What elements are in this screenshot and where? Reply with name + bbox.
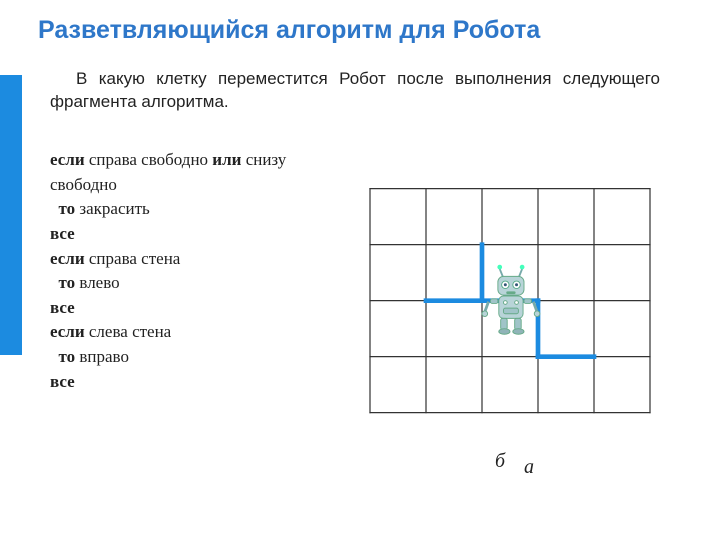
algo-line-6: все — [50, 296, 350, 321]
kw-then: то — [59, 199, 76, 218]
algo-line-9: все — [50, 370, 350, 395]
kw-if: если — [50, 150, 85, 169]
algo-line-4: если справа стена — [50, 247, 350, 272]
question-text: В какую клетку переместится Робот после … — [50, 68, 660, 114]
question-line1: В какую клетку переместится Робот после … — [76, 69, 551, 88]
side-accent-bar — [0, 75, 22, 355]
algo-text: влево — [75, 273, 120, 292]
algo-text: справа стена — [85, 249, 181, 268]
kw-or: или — [212, 150, 241, 169]
kw-then: то — [59, 347, 76, 366]
algo-text: вправо — [75, 347, 129, 366]
algo-text: справа свободно — [85, 150, 213, 169]
algo-text: слева стена — [85, 322, 172, 341]
kw-if: если — [50, 249, 85, 268]
label-a: а — [524, 456, 534, 479]
algorithm-block: если справа свободно или снизу свободно … — [50, 148, 350, 394]
label-b: б — [495, 450, 505, 473]
algo-line-1: если справа свободно или снизу свободно — [50, 148, 350, 197]
kw-if: если — [50, 322, 85, 341]
grid-svg — [345, 170, 675, 450]
algo-line-3: все — [50, 222, 350, 247]
robot-icon — [482, 265, 540, 335]
algo-line-7: если слева стена — [50, 320, 350, 345]
algo-line-5: то влево — [50, 271, 350, 296]
algo-text: закрасить — [75, 199, 150, 218]
kw-then: то — [59, 273, 76, 292]
grid-diagram — [345, 170, 675, 450]
algo-line-2: то закрасить — [50, 197, 350, 222]
algo-line-8: то вправо — [50, 345, 350, 370]
page-title: Разветвляющийся алгоритм для Робота — [38, 16, 700, 45]
